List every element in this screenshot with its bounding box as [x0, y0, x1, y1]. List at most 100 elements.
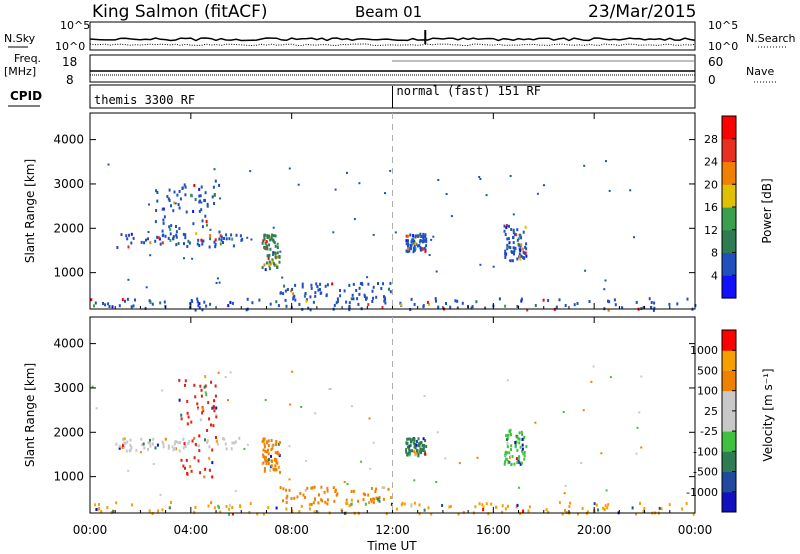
range-cell [171, 445, 174, 449]
range-cell [178, 206, 181, 210]
range-cell [518, 252, 521, 256]
range-cell [512, 213, 515, 216]
range-cell [184, 445, 187, 448]
range-cell [318, 493, 321, 497]
range-cell [184, 193, 187, 197]
range-cell [564, 484, 567, 487]
range-cell [445, 193, 448, 195]
range-cell [509, 175, 512, 177]
range-cell [313, 510, 316, 514]
range-cell [147, 237, 149, 241]
colorbar-tick-label: 20 [704, 178, 718, 191]
range-cell [193, 510, 196, 514]
range-cell [175, 243, 178, 247]
range-cell [159, 493, 162, 496]
y-tick-label: 4000 [53, 133, 84, 147]
range-cell [345, 498, 348, 502]
nsky-frame [89, 21, 696, 51]
range-cell [264, 399, 267, 401]
range-cell [210, 380, 213, 384]
range-cell [265, 462, 268, 466]
cpid-segment-label: themis 3300 RF [94, 93, 195, 107]
range-cell [268, 263, 271, 267]
range-cell [213, 409, 216, 413]
range-cell [413, 501, 416, 505]
range-cell [405, 450, 408, 454]
range-cell [653, 301, 656, 305]
range-cell [126, 237, 129, 241]
range-cell [218, 281, 221, 284]
range-cell [271, 260, 274, 264]
range-cell [151, 302, 154, 306]
range-cell [420, 441, 423, 444]
range-cell [521, 443, 524, 447]
range-cell [427, 506, 430, 510]
range-cell [383, 486, 386, 490]
range-cell [268, 243, 271, 247]
range-cell [193, 456, 196, 460]
range-cell [262, 438, 265, 442]
range-cell [218, 237, 221, 241]
range-cell [512, 228, 515, 232]
range-cell [198, 302, 201, 306]
range-cell [199, 418, 202, 422]
range-cell [432, 235, 435, 238]
range-cell [149, 241, 152, 245]
range-cell [284, 298, 287, 302]
range-cell [269, 238, 272, 242]
colorbar-frame [721, 329, 737, 513]
range-cell [310, 286, 313, 290]
range-cell [291, 509, 294, 513]
x-tick-label: 00:00 [73, 523, 108, 537]
range-cell [508, 259, 511, 262]
range-cell [266, 254, 269, 258]
range-cell [558, 501, 561, 505]
range-cell [435, 481, 438, 483]
range-cell [515, 233, 518, 237]
range-cell [170, 501, 172, 504]
range-cell [415, 451, 418, 455]
range-cell [227, 304, 230, 308]
range-cell [407, 234, 409, 238]
range-cell [510, 448, 512, 452]
range-cell [148, 203, 150, 206]
range-cell [156, 199, 159, 203]
range-cell [185, 210, 188, 214]
colorbar-segment [722, 431, 736, 452]
range-cell [263, 467, 266, 470]
range-cell [128, 449, 131, 453]
range-cell [518, 431, 521, 435]
range-cell [134, 298, 136, 302]
range-cell [299, 491, 302, 495]
range-cell [194, 395, 197, 399]
range-cell [190, 193, 192, 197]
range-cell [266, 450, 268, 454]
range-cell [204, 375, 207, 379]
range-cell [277, 304, 280, 308]
range-cell [518, 461, 521, 464]
range-cell [184, 233, 187, 237]
range-cell [408, 444, 411, 448]
range-cell [409, 437, 412, 441]
range-cell [167, 236, 170, 240]
range-cell [326, 498, 329, 502]
nsky-panel: N.Sky 10^5 10^0 10^5 10^0 N.Search [4, 19, 796, 53]
range-cell [686, 297, 689, 301]
range-cell [246, 297, 249, 301]
range-cell [411, 438, 414, 442]
range-cell [200, 388, 203, 392]
range-cell [504, 249, 507, 253]
range-cell [265, 240, 268, 244]
range-cell [179, 197, 182, 201]
range-cell [441, 504, 444, 507]
range-cell [527, 509, 530, 513]
range-cell [407, 247, 410, 251]
range-cell [143, 241, 146, 245]
colorbar-segment [722, 330, 736, 351]
nsky-tick-top: 10^5 [60, 19, 90, 32]
range-cell [130, 241, 133, 245]
colorbar-segment [722, 350, 736, 371]
range-cell [297, 183, 300, 186]
range-cell [408, 249, 411, 253]
range-cell [396, 507, 399, 511]
